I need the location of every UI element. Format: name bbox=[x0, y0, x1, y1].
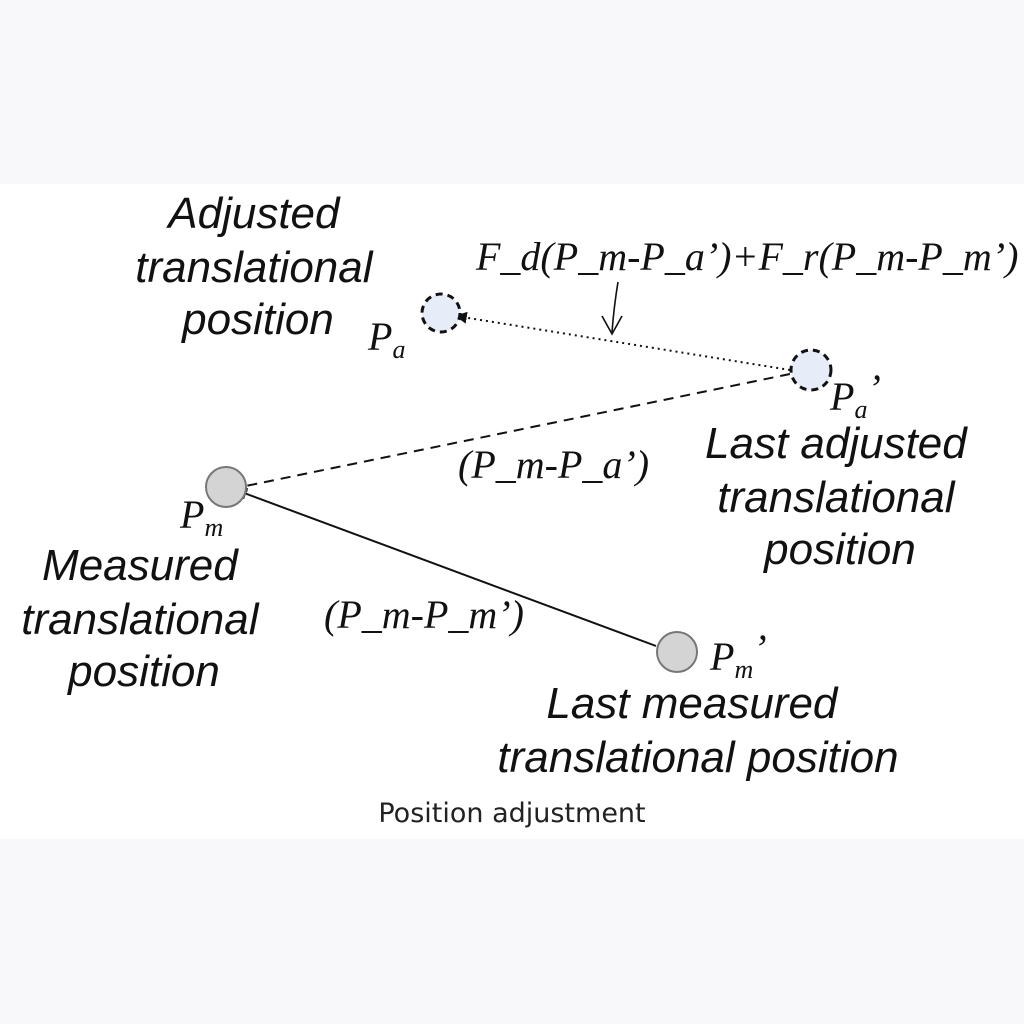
label-measured-position: Measured translational position bbox=[21, 541, 271, 696]
formula-pointer-head bbox=[601, 315, 623, 336]
label-last-measured-position: Last measured translational position bbox=[497, 679, 898, 782]
node-last-measured-position bbox=[656, 631, 698, 673]
edge-adjustment bbox=[454, 311, 791, 371]
formula-pointer-arrow bbox=[611, 281, 619, 333]
symbol-pm: Pm bbox=[179, 492, 223, 542]
edge-pm-minus-pa bbox=[234, 373, 791, 492]
symbol-pm-last: Pm’ bbox=[709, 626, 767, 684]
pm-minus-pa-label: (P_m-P_a’) bbox=[458, 442, 649, 487]
node-adjusted-position bbox=[420, 292, 462, 334]
label-last-adjusted-position: Last adjusted translational position bbox=[705, 419, 979, 574]
edge-pm-minus-pm bbox=[234, 488, 657, 647]
pm-minus-pm-label: (P_m-P_m’) bbox=[324, 592, 524, 637]
label-adjusted-position: Adjusted translational position bbox=[135, 189, 385, 344]
node-measured-position bbox=[205, 466, 247, 508]
figure-caption: Position adjustment bbox=[378, 798, 646, 829]
node-last-adjusted-position bbox=[789, 348, 833, 392]
symbol-pa: Pa bbox=[367, 314, 405, 364]
symbol-pa-last: Pa’ bbox=[829, 366, 881, 424]
figure-panel bbox=[0, 184, 1024, 839]
adjustment-formula: F_d(P_m-P_a’)+F_r(P_m-P_m’) bbox=[475, 234, 1018, 279]
